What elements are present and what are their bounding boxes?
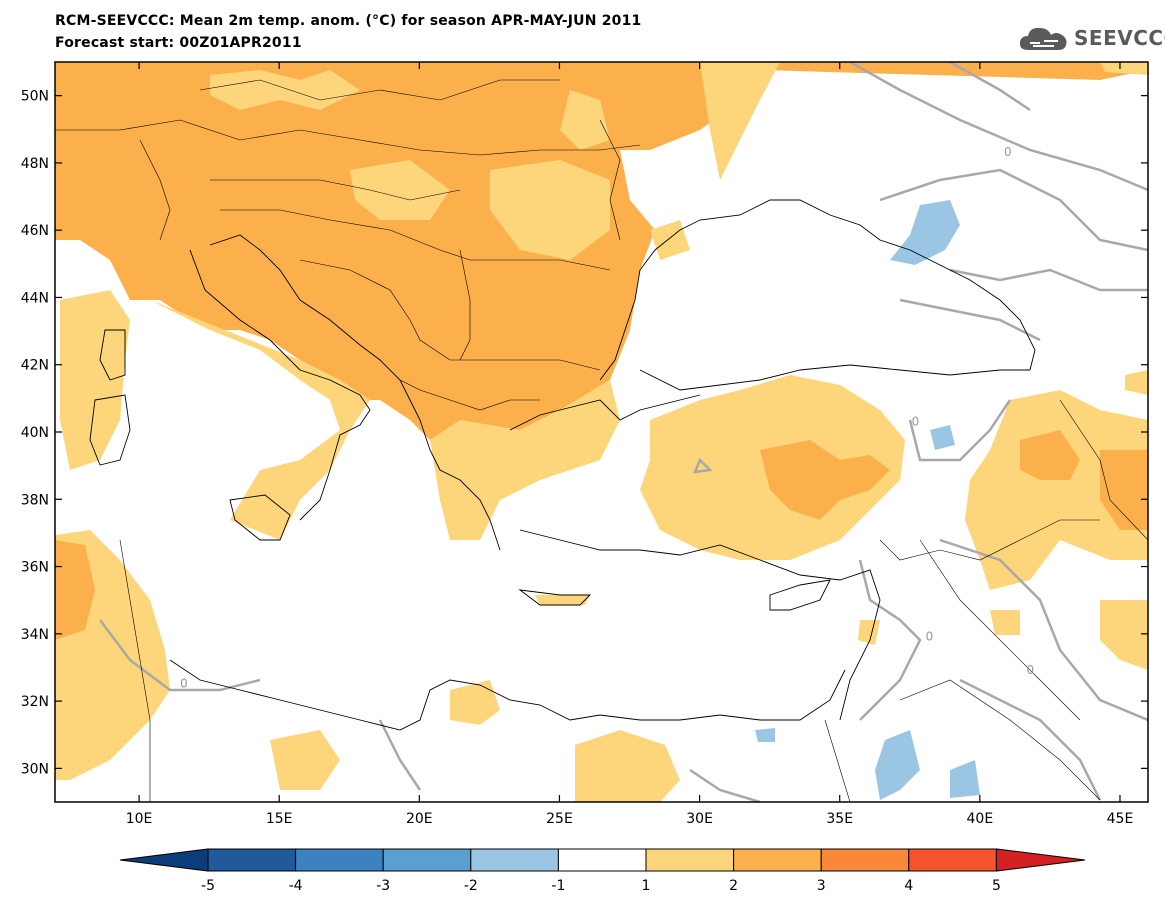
colorbar-label: -1: [551, 878, 565, 894]
anomaly-band-1to2: [560, 90, 610, 150]
x-tick-label: 35E: [826, 811, 853, 827]
colorbar-label: -4: [289, 878, 303, 894]
anomaly-band-1to2: [575, 730, 680, 802]
colorbar-label: -2: [464, 878, 478, 894]
cloud-icon: [1019, 27, 1067, 50]
y-tick-label: 46N: [21, 223, 49, 239]
anomaly-band-2to3: [1100, 450, 1148, 530]
colorbar-segment: [295, 848, 384, 872]
anomaly-band-1to2: [1100, 600, 1148, 670]
colorbar-label: 3: [817, 878, 826, 894]
y-tick-label: 30N: [21, 761, 49, 777]
colorbar-over-arrow: [995, 848, 1086, 872]
y-tick-label: 38N: [21, 492, 49, 508]
anomaly-band-1to2: [700, 62, 780, 180]
colorbar-label: 5: [992, 878, 1001, 894]
colorbar-segment: [207, 848, 297, 872]
x-tick-label: 40E: [967, 811, 994, 827]
x-tick-label: 30E: [686, 811, 713, 827]
colorbar-label: 4: [904, 878, 913, 894]
colorbar-label: 2: [729, 878, 738, 894]
anomaly-band-1to2: [450, 680, 500, 725]
anomaly-band-1to2: [490, 160, 610, 260]
x-axis: 10E 15E 20E 25E 30E 35E 40E 45E: [126, 62, 1134, 827]
y-tick-label: 42N: [21, 358, 49, 374]
x-tick-label: 10E: [126, 811, 153, 827]
anomaly-band-minus1to-2: [950, 760, 980, 798]
forecast-start-label: Forecast start: 00Z01APR2011: [55, 35, 302, 51]
anomaly-band-1to2: [1100, 62, 1148, 75]
country-borders: [55, 79, 1148, 802]
colorbar-segment: [470, 848, 559, 872]
y-tick-label: 34N: [21, 627, 49, 643]
anomaly-band-1to2: [858, 620, 880, 645]
anomaly-band-1to2: [270, 730, 340, 790]
anomaly-band-minus1to-2: [930, 425, 955, 450]
anomaly-band-2to3: [1020, 430, 1080, 480]
anomaly-band-1to2: [990, 610, 1020, 635]
zero-contours: [99, 62, 1148, 802]
anomaly-band-1to2: [210, 70, 360, 110]
contour-label: 0: [180, 677, 188, 691]
contour-label: 0: [912, 414, 920, 428]
map-area: [55, 62, 1148, 802]
anomaly-band-1to2: [60, 290, 130, 470]
anomaly-band-minus1to-2: [755, 728, 775, 742]
anomaly-band-2to3: [55, 62, 1148, 470]
anomaly-band-1to2: [965, 390, 1148, 590]
contour-label: 0: [1026, 663, 1034, 677]
x-tick-label: 25E: [546, 811, 573, 827]
anomaly-band-2to3: [55, 540, 95, 640]
colorbar-label: 1: [642, 878, 651, 894]
x-tick-label: 45E: [1107, 811, 1134, 827]
colorbar-segment: [645, 848, 735, 872]
colorbar-segment: [820, 848, 910, 872]
anomaly-band-1to2: [430, 380, 620, 540]
contour-label: 0: [926, 630, 934, 644]
x-tick-label: 15E: [266, 811, 293, 827]
y-tick-label: 44N: [21, 290, 49, 306]
logo-text: SEEVCCC: [1074, 26, 1165, 50]
y-tick-label: 32N: [21, 694, 49, 710]
anomaly-band-2to3: [760, 440, 890, 520]
colorbar-under-arrow: [119, 848, 209, 872]
y-tick-label: 48N: [21, 156, 49, 172]
x-tick-label: 20E: [406, 811, 433, 827]
colorbar-label: -3: [376, 878, 390, 894]
y-tick-label: 36N: [21, 560, 49, 576]
y-axis: 50N 48N 46N 44N 42N 40N 38N 36N 34N 32N 30N 0 0 0 0 0: [21, 89, 1148, 777]
anomaly-band-1to2: [350, 160, 450, 220]
colorbar-segment: [908, 848, 997, 872]
colorbar: -5 -4 -3 -2 -1 1 2 3 4 5: [119, 848, 1086, 894]
anomaly-band-1to2: [535, 595, 590, 605]
y-tick-label: 50N: [21, 89, 49, 105]
anomaly-band-1to2: [150, 300, 370, 540]
y-tick-label: 40N: [21, 425, 49, 441]
colorbar-segment: [557, 848, 647, 872]
map-title: RCM-SEEVCCC: Mean 2m temp. anom. (°C) fo…: [55, 13, 642, 29]
colorbar-segment: [733, 848, 822, 872]
seevccc-logo: SEEVCCC: [1018, 22, 1165, 54]
contour-label: 0: [1004, 145, 1012, 159]
anomaly-band-1to2: [1125, 370, 1148, 395]
colorbar-segment: [382, 848, 472, 872]
anomaly-band-minus1to-2: [875, 730, 920, 800]
colorbar-label: -5: [201, 878, 215, 894]
